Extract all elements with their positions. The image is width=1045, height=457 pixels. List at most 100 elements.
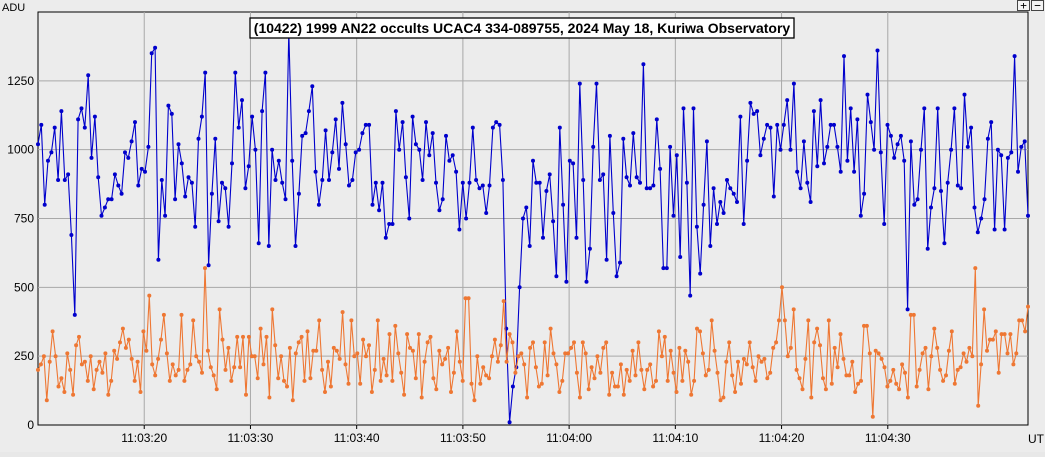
data-point	[919, 147, 923, 152]
data-point	[952, 106, 957, 111]
data-point	[895, 142, 900, 147]
data-point	[516, 354, 521, 359]
data-point	[396, 351, 401, 356]
data-point	[989, 120, 994, 125]
data-point	[38, 362, 43, 367]
data-point	[853, 390, 858, 394]
data-point	[416, 332, 421, 337]
data-point	[440, 362, 445, 367]
data-point	[141, 329, 146, 334]
data-point	[173, 373, 178, 378]
data-point	[327, 178, 331, 182]
data-point	[765, 376, 770, 381]
chart-title: (10422) 1999 AN22 occults UCAC4 334-0897…	[254, 20, 791, 36]
data-point	[264, 334, 269, 339]
data-point	[176, 367, 181, 372]
data-point	[290, 158, 295, 163]
data-point	[126, 337, 131, 342]
data-point	[534, 180, 539, 185]
data-point	[560, 378, 565, 383]
data-point	[975, 230, 980, 235]
data-point	[922, 106, 927, 111]
data-point	[372, 367, 377, 372]
data-point	[283, 197, 288, 202]
data-point	[1026, 213, 1030, 218]
data-point	[844, 373, 849, 378]
data-point	[908, 139, 913, 144]
data-point	[337, 356, 342, 361]
data-point	[484, 373, 489, 378]
data-point	[41, 354, 46, 359]
data-point	[674, 390, 679, 394]
data-point	[621, 136, 626, 141]
data-point	[200, 370, 204, 375]
data-point	[700, 351, 705, 356]
data-point	[487, 376, 492, 381]
data-point	[346, 381, 351, 386]
data-point	[302, 378, 307, 383]
data-point	[545, 373, 550, 378]
data-point	[912, 202, 917, 207]
data-point	[194, 354, 199, 359]
data-point	[323, 128, 328, 133]
data-point	[490, 125, 495, 130]
zoom-in-button[interactable]: +	[1017, 0, 1030, 11]
data-point	[544, 189, 549, 193]
data-point	[352, 354, 357, 359]
data-point	[627, 378, 632, 383]
data-point	[282, 378, 286, 383]
data-point	[768, 125, 773, 130]
data-point	[755, 109, 760, 114]
data-point	[1005, 351, 1010, 356]
data-point	[955, 183, 960, 188]
data-point	[875, 48, 880, 53]
data-point	[52, 125, 57, 130]
data-point	[815, 326, 820, 331]
data-point	[510, 384, 515, 389]
data-point	[454, 169, 459, 174]
data-point	[296, 340, 301, 345]
data-point	[765, 122, 770, 127]
data-point	[444, 133, 448, 138]
data-point	[340, 100, 345, 105]
data-point	[795, 169, 800, 174]
data-point	[169, 111, 174, 116]
data-point	[727, 340, 732, 345]
data-point	[791, 81, 796, 86]
data-point	[750, 365, 755, 370]
data-point	[735, 200, 739, 204]
data-point	[566, 351, 571, 356]
data-point	[97, 359, 102, 364]
data-point	[944, 373, 948, 378]
data-point	[355, 351, 360, 356]
data-point	[911, 312, 916, 317]
zoom-out-button[interactable]: −	[1031, 0, 1044, 11]
data-point	[929, 354, 934, 359]
data-point	[935, 345, 940, 350]
data-point	[554, 274, 559, 279]
data-point	[547, 172, 552, 177]
data-point	[112, 348, 117, 353]
data-point	[258, 326, 263, 331]
data-point	[818, 343, 822, 348]
data-point	[106, 392, 111, 397]
data-point	[1012, 54, 1017, 59]
data-point	[835, 365, 840, 370]
data-point	[686, 359, 691, 364]
data-point	[561, 202, 566, 207]
data-point	[220, 337, 225, 342]
data-point	[800, 387, 805, 392]
data-point	[778, 147, 783, 152]
data-point	[42, 202, 47, 207]
data-point	[633, 373, 638, 378]
data-point	[337, 166, 341, 171]
data-point	[925, 246, 930, 251]
data-point	[39, 122, 44, 127]
data-point	[864, 323, 869, 328]
data-point	[280, 180, 285, 185]
data-point	[879, 356, 884, 361]
data-point	[574, 235, 579, 240]
data-point	[613, 384, 617, 389]
data-point	[828, 122, 833, 127]
data-point	[62, 178, 67, 182]
